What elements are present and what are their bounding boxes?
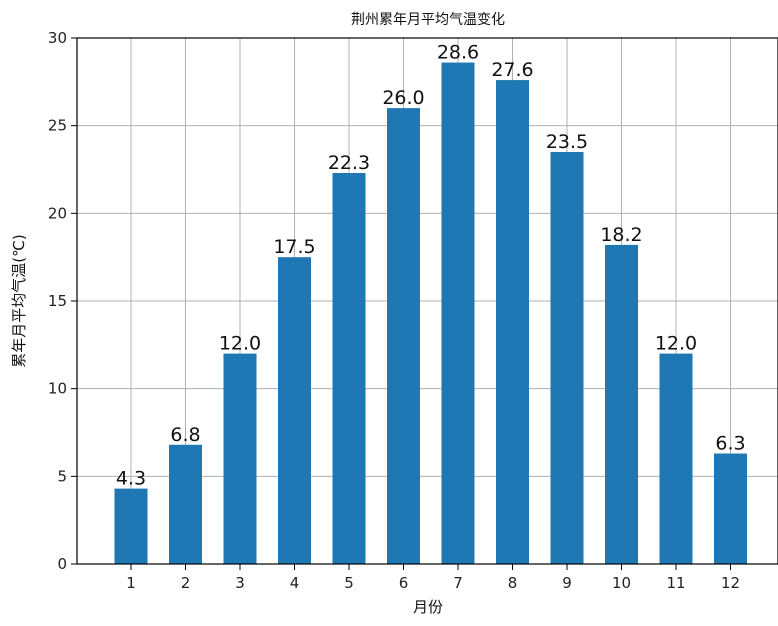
bars: [115, 63, 748, 564]
x-tick-label: 10: [612, 574, 631, 592]
chart-title: 荆州累年月平均气温变化: [351, 12, 505, 28]
x-axis-ticks: 1 2 3 4 5 6 7 8 9 10 11 12: [126, 564, 740, 592]
x-tick-label: 8: [508, 574, 518, 592]
bar-value-label: 18.2: [600, 224, 642, 246]
bar-4: [278, 257, 311, 564]
x-tick-label: 5: [344, 574, 354, 592]
x-tick-label: 12: [721, 574, 740, 592]
x-tick-label: 9: [562, 574, 572, 592]
y-axis-ticks: 0 5 10 15 20 25 30: [48, 29, 77, 573]
bar-value-label: 17.5: [273, 236, 315, 258]
y-tick-label: 0: [57, 555, 67, 573]
y-tick-label: 25: [48, 117, 67, 135]
x-tick-label: 7: [453, 574, 463, 592]
bar-value-label: 23.5: [546, 131, 588, 153]
y-axis-label: 累年月平均气温(℃): [10, 234, 28, 368]
bar-value-label: 28.6: [437, 42, 479, 64]
bar-11: [660, 354, 693, 564]
bar-2: [169, 445, 202, 564]
y-tick-label: 20: [48, 204, 67, 222]
x-tick-label: 4: [290, 574, 300, 592]
bar-value-labels: 4.3 6.8 12.0 17.5 22.3 26.0 28.6 27.6 23.5 18.2 12…: [116, 42, 746, 490]
y-tick-label: 10: [48, 380, 67, 398]
bar-12: [714, 454, 747, 564]
bar-8: [496, 80, 529, 564]
bar-1: [115, 489, 148, 564]
x-tick-label: 1: [126, 574, 136, 592]
bar-10: [605, 245, 638, 564]
y-tick-label: 30: [48, 29, 67, 47]
bar-3: [224, 354, 257, 564]
x-tick-label: 11: [666, 574, 685, 592]
x-tick-label: 2: [181, 574, 191, 592]
y-tick-label: 5: [57, 467, 67, 485]
bar-value-label: 27.6: [491, 59, 533, 81]
bar-value-label: 12.0: [655, 333, 697, 355]
bar-value-label: 4.3: [116, 468, 146, 490]
bar-9: [551, 152, 584, 564]
bar-value-label: 12.0: [219, 333, 261, 355]
bar-5: [333, 173, 366, 564]
bar-value-label: 6.8: [170, 424, 200, 446]
y-tick-label: 15: [48, 292, 67, 310]
bar-value-label: 6.3: [715, 433, 745, 455]
bar-value-label: 22.3: [328, 152, 370, 174]
x-tick-label: 3: [235, 574, 245, 592]
x-tick-label: 6: [399, 574, 409, 592]
bar-6: [387, 108, 420, 564]
bar-value-label: 26.0: [382, 87, 424, 109]
bar-7: [442, 63, 475, 564]
x-axis-label: 月份: [413, 598, 443, 616]
